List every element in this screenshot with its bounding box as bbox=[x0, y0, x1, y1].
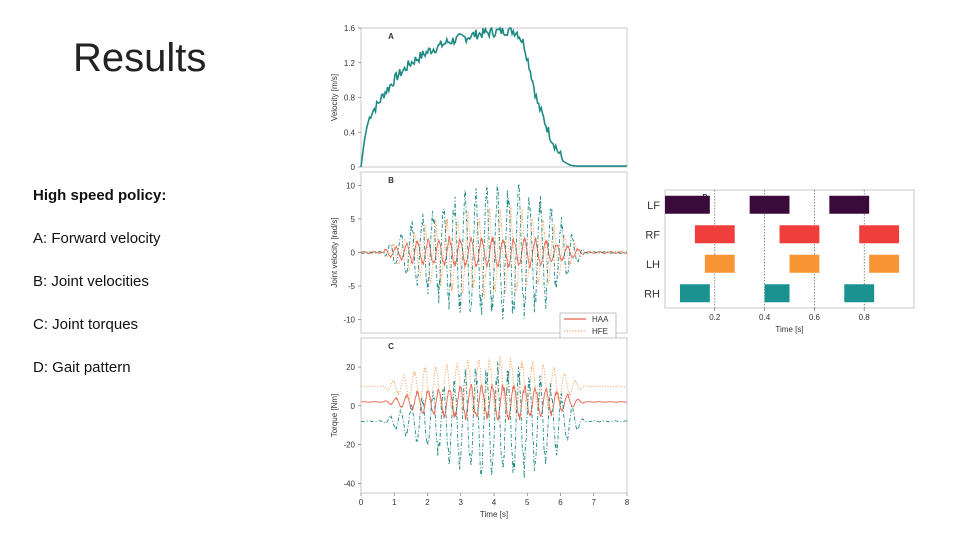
panel-frame-C bbox=[360, 337, 628, 494]
bullet-heading: High speed policy: bbox=[33, 187, 167, 204]
xlabel-C: Time [s] bbox=[480, 510, 508, 519]
gait-bar-LH bbox=[789, 254, 820, 273]
ytick-label-C: -40 bbox=[343, 479, 355, 488]
xtick-label-C: 0 bbox=[359, 498, 364, 507]
gait-bar-RF bbox=[694, 225, 735, 244]
ytick-label-B: 5 bbox=[351, 215, 356, 224]
panel-label-C: C bbox=[388, 342, 394, 351]
xtick-label-C: 7 bbox=[592, 498, 597, 507]
gait-bar-RH bbox=[679, 284, 710, 303]
ytick-label-C: -20 bbox=[343, 441, 355, 450]
ytick-label-A: 1.6 bbox=[344, 24, 356, 33]
ytick-label-B: -10 bbox=[343, 316, 355, 325]
gait-row-label-RH: RH bbox=[644, 288, 660, 300]
bullet-list: High speed policy: A: Forward velocity B… bbox=[33, 186, 293, 401]
xtick-label-C: 6 bbox=[558, 498, 563, 507]
gait-bar-LF bbox=[749, 195, 790, 214]
ytick-label-B: 10 bbox=[346, 181, 355, 190]
ylabel-C: Torque [Nm] bbox=[330, 394, 339, 438]
panel-frame-B bbox=[360, 171, 628, 334]
series-line-A-velocity bbox=[360, 26, 627, 168]
xtick-label-D: 0.4 bbox=[759, 313, 771, 322]
gait-bar-RH bbox=[764, 284, 790, 303]
xtick-label-C: 2 bbox=[425, 498, 430, 507]
ytick-label-C: 0 bbox=[351, 402, 356, 411]
gait-bar-RH bbox=[844, 284, 875, 303]
ytick-label-A: 0.8 bbox=[344, 94, 356, 103]
gait-row-label-RF: RF bbox=[645, 229, 660, 241]
gait-bar-LH bbox=[869, 254, 900, 273]
gait-bar-LF bbox=[829, 195, 870, 214]
slide-title: Results bbox=[73, 36, 207, 80]
ylabel-A: Velocity [m/s] bbox=[330, 74, 339, 121]
xlabel-D: Time [s] bbox=[775, 325, 803, 334]
bullet-item: B: Joint velocities bbox=[33, 273, 149, 290]
panel-frame-A bbox=[360, 27, 628, 168]
ytick-label-A: 1.2 bbox=[344, 59, 356, 68]
gait-bar-LH bbox=[704, 254, 735, 273]
xtick-label-C: 1 bbox=[392, 498, 397, 507]
ylabel-B: Joint velocity [rad/s] bbox=[330, 217, 339, 287]
series-line-C-HAA bbox=[361, 383, 627, 421]
legend-label-HAA: HAA bbox=[592, 315, 609, 324]
series-line-B-HFE bbox=[361, 206, 628, 299]
gait-bar-RF bbox=[859, 225, 900, 244]
gait-bar-RF bbox=[779, 225, 820, 244]
ytick-label-A: 0 bbox=[351, 163, 356, 172]
xtick-label-C: 4 bbox=[492, 498, 497, 507]
panel-label-B: B bbox=[388, 176, 394, 185]
bullet-item: D: Gait pattern bbox=[33, 359, 131, 376]
xtick-label-D: 0.6 bbox=[809, 313, 821, 322]
ytick-label-B: -5 bbox=[348, 282, 356, 291]
series-line-B-KFE bbox=[360, 182, 628, 320]
xtick-label-D: 0.8 bbox=[859, 313, 871, 322]
xtick-label-C: 8 bbox=[625, 498, 630, 507]
ytick-label-A: 0.4 bbox=[344, 128, 356, 137]
gait-row-label-LF: LF bbox=[647, 200, 660, 212]
xtick-label-C: 3 bbox=[459, 498, 464, 507]
series-line-C-KFE bbox=[360, 361, 628, 479]
ytick-label-B: 0 bbox=[351, 249, 356, 258]
panel-label-A: A bbox=[388, 32, 394, 41]
gait-row-label-LH: LH bbox=[646, 259, 660, 271]
bullet-item: A: Forward velocity bbox=[33, 230, 161, 247]
legend-label-HFE: HFE bbox=[592, 327, 608, 336]
gait-bar-LF bbox=[665, 195, 710, 214]
xtick-label-D: 0.2 bbox=[709, 313, 721, 322]
ytick-label-C: 20 bbox=[346, 363, 355, 372]
bullet-item: C: Joint torques bbox=[33, 316, 139, 333]
xtick-label-C: 5 bbox=[525, 498, 530, 507]
